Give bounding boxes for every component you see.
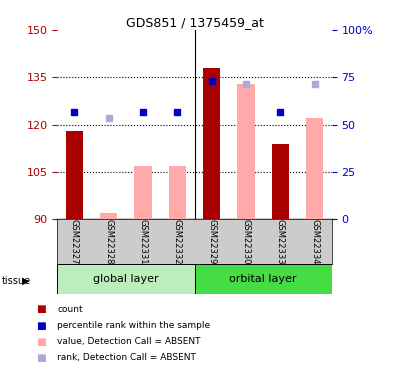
Text: GSM22334: GSM22334 <box>310 219 319 265</box>
Text: rank, Detection Call = ABSENT: rank, Detection Call = ABSENT <box>57 353 196 362</box>
Text: percentile rank within the sample: percentile rank within the sample <box>57 321 211 330</box>
Text: ■: ■ <box>36 353 45 363</box>
Text: ■: ■ <box>36 321 45 330</box>
Bar <box>272 144 289 219</box>
Bar <box>66 131 83 219</box>
Bar <box>306 118 323 219</box>
Text: GSM22329: GSM22329 <box>207 219 216 265</box>
Text: value, Detection Call = ABSENT: value, Detection Call = ABSENT <box>57 337 201 346</box>
Text: orbital layer: orbital layer <box>229 274 297 284</box>
Text: count: count <box>57 305 83 314</box>
Bar <box>169 166 186 219</box>
Text: ▶: ▶ <box>22 276 29 285</box>
Bar <box>57 264 195 294</box>
Text: ■: ■ <box>36 304 45 314</box>
Text: global layer: global layer <box>93 274 159 284</box>
Text: GSM22330: GSM22330 <box>241 219 250 265</box>
Text: GSM22328: GSM22328 <box>104 219 113 265</box>
Text: tissue: tissue <box>2 276 31 285</box>
Title: GDS851 / 1375459_at: GDS851 / 1375459_at <box>126 16 263 29</box>
Bar <box>134 166 152 219</box>
Text: GSM22327: GSM22327 <box>70 219 79 265</box>
Bar <box>237 84 255 219</box>
Bar <box>100 213 117 219</box>
Text: GSM22331: GSM22331 <box>139 219 148 265</box>
Text: ■: ■ <box>36 337 45 346</box>
Bar <box>195 264 332 294</box>
Bar <box>203 68 220 219</box>
Text: GSM22333: GSM22333 <box>276 219 285 265</box>
Text: GSM22332: GSM22332 <box>173 219 182 265</box>
